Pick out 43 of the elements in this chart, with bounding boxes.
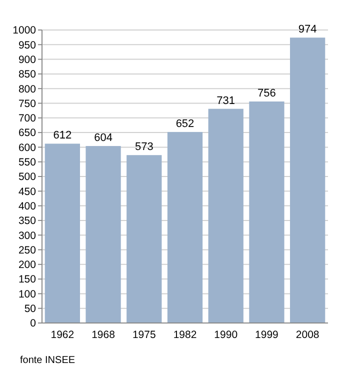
x-tick-label: 1962 bbox=[50, 329, 74, 341]
y-tick-label: 100 bbox=[18, 288, 36, 300]
y-tick-label: 400 bbox=[18, 200, 36, 212]
y-tick-label: 200 bbox=[18, 259, 36, 272]
bar bbox=[208, 108, 244, 323]
data-label: 731 bbox=[216, 94, 236, 107]
data-label: 974 bbox=[298, 24, 317, 36]
y-tick-label: 350 bbox=[18, 215, 36, 228]
y-tick-label: 500 bbox=[18, 171, 36, 184]
x-tick-label: 1982 bbox=[173, 329, 197, 341]
y-tick-label: 800 bbox=[18, 83, 36, 96]
y-tick-label: 600 bbox=[18, 142, 36, 154]
y-tick-label: 0 bbox=[30, 318, 36, 330]
y-tick-label: 700 bbox=[18, 112, 36, 125]
x-tick-label: 1990 bbox=[214, 329, 238, 341]
x-tick-label: 1975 bbox=[132, 329, 156, 341]
data-label: 652 bbox=[176, 118, 194, 130]
bar bbox=[249, 101, 284, 323]
y-tick-label: 950 bbox=[18, 39, 36, 52]
bar bbox=[126, 155, 162, 323]
y-tick-label: 850 bbox=[18, 68, 36, 81]
data-label: 573 bbox=[134, 141, 154, 154]
y-tick-label: 550 bbox=[18, 156, 36, 169]
bar bbox=[44, 144, 80, 323]
y-tick-label: 50 bbox=[24, 303, 36, 316]
x-tick-label: 2008 bbox=[296, 329, 320, 341]
bar bbox=[86, 146, 121, 323]
bar bbox=[290, 38, 326, 323]
y-tick-label: 150 bbox=[18, 274, 36, 286]
y-tick-label: 750 bbox=[18, 98, 36, 110]
y-tick-label: 650 bbox=[18, 127, 36, 140]
y-tick-label: 250 bbox=[18, 244, 36, 256]
y-tick-label: 1000 bbox=[12, 24, 36, 37]
bar bbox=[167, 132, 203, 323]
data-label: 612 bbox=[53, 130, 72, 142]
source-note: fonte INSEE bbox=[20, 355, 76, 366]
y-tick-label: 300 bbox=[18, 230, 36, 242]
data-label: 756 bbox=[258, 87, 276, 100]
data-label: 604 bbox=[94, 132, 112, 144]
x-tick-label: 1968 bbox=[92, 329, 116, 341]
y-tick-label: 900 bbox=[18, 54, 36, 66]
x-tick-label: 1999 bbox=[255, 329, 279, 341]
y-tick-label: 450 bbox=[18, 186, 36, 198]
